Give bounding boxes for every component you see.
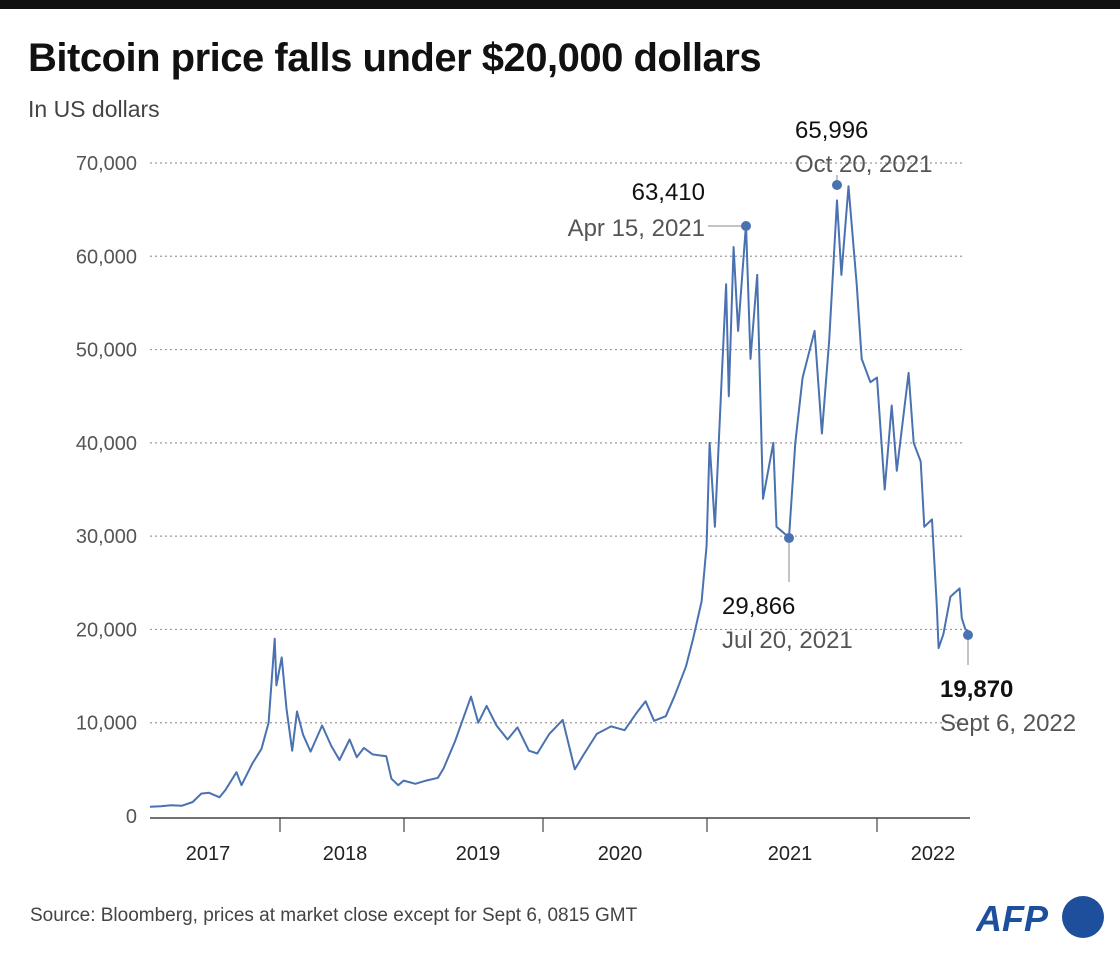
annotation-value: 19,870 <box>940 676 1013 703</box>
annotation-date: Apr 15, 2021 <box>568 215 705 242</box>
chart-subtitle: In US dollars <box>28 96 160 122</box>
annotation-date: Oct 20, 2021 <box>795 151 932 178</box>
source-note: Source: Bloomberg, prices at market clos… <box>30 905 638 926</box>
annotation-value: 65,996 <box>795 117 868 144</box>
y-tick-label: 50,000 <box>76 340 137 362</box>
annotation-value: 29,866 <box>722 593 795 620</box>
annotation-value: 63,410 <box>632 179 705 206</box>
x-tick-label: 2021 <box>768 843 813 865</box>
annotation-date: Jul 20, 2021 <box>722 627 853 654</box>
svg-text:AFP: AFP <box>976 898 1049 939</box>
y-tick-label: 40,000 <box>76 433 137 455</box>
x-tick-label: 2019 <box>456 843 501 865</box>
chart-title: Bitcoin price falls under $20,000 dollar… <box>28 36 762 80</box>
annotation-dot <box>784 533 794 543</box>
afp-logo: AFP <box>975 893 1106 948</box>
y-tick-label: 30,000 <box>76 526 137 548</box>
annotation-dot <box>741 221 751 231</box>
y-tick-label: 70,000 <box>76 153 137 175</box>
y-tick-label: 0 <box>126 806 137 828</box>
x-tick-label: 2018 <box>323 843 368 865</box>
top-bar <box>0 0 1120 9</box>
annotation-dot <box>832 180 842 190</box>
y-tick-label: 20,000 <box>76 619 137 641</box>
annotation-dot <box>963 630 973 640</box>
y-tick-label: 60,000 <box>76 246 137 268</box>
x-tick-label: 2020 <box>598 843 643 865</box>
annotation-date: Sept 6, 2022 <box>940 710 1076 737</box>
price-line <box>149 185 969 808</box>
y-tick-label: 10,000 <box>76 713 137 735</box>
x-tick-label: 2022 <box>911 843 956 865</box>
x-tick-label: 2017 <box>186 843 231 865</box>
